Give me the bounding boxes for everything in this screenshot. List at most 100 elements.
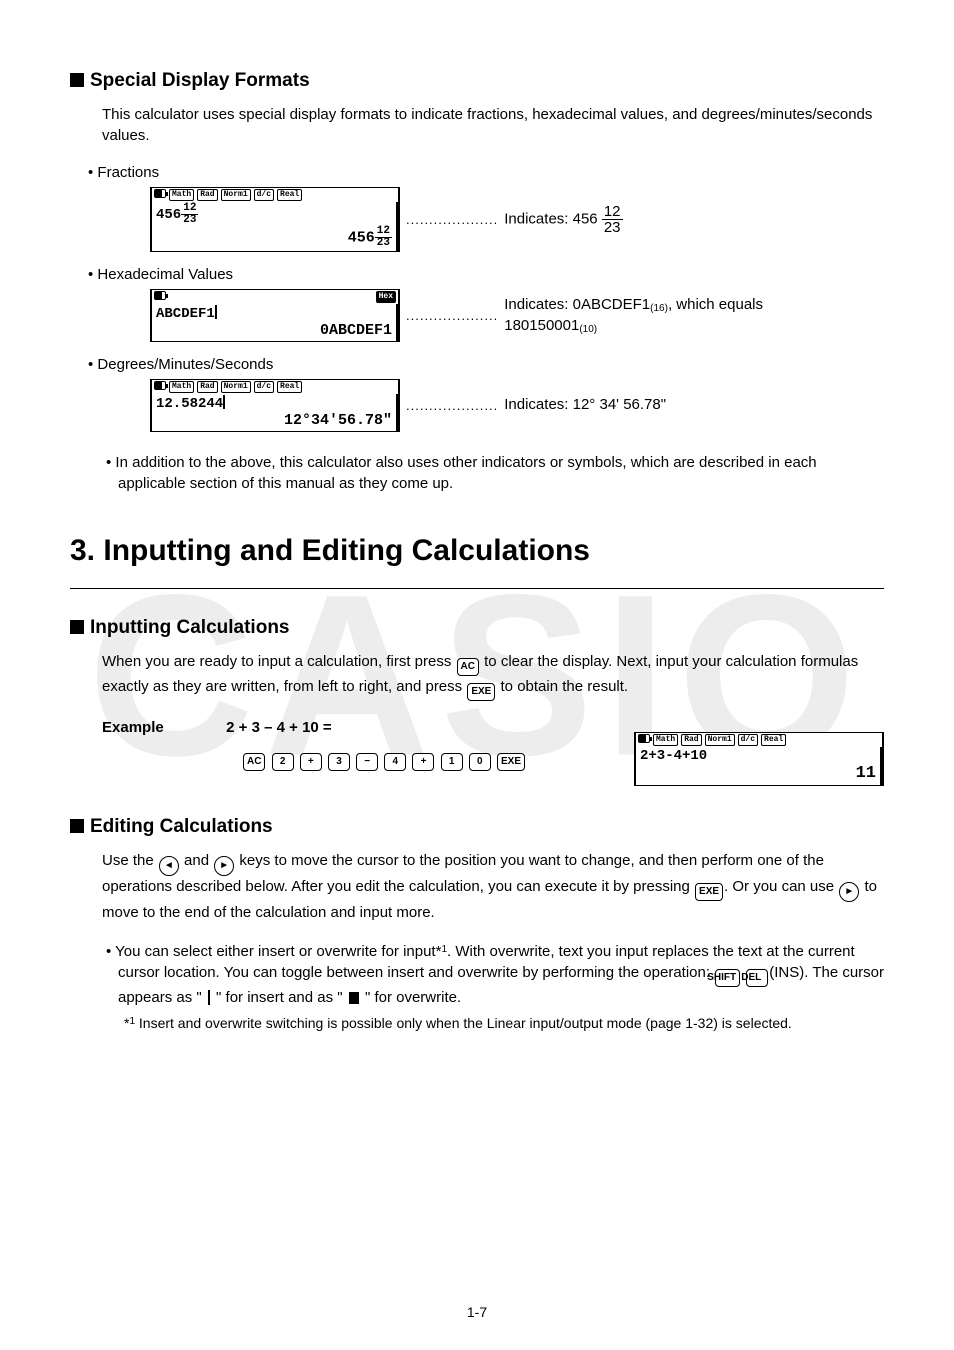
key-right: ►	[839, 882, 859, 902]
calc-output: 0ABCDEF1	[156, 322, 394, 339]
example-expression: 2 + 3 – 4 + 10 =	[226, 719, 332, 736]
key: 3	[328, 753, 350, 771]
bullet-hex: Hexadecimal Values	[88, 266, 884, 283]
key: EXE	[497, 753, 525, 771]
key: AC	[243, 753, 265, 771]
battery-icon	[154, 189, 166, 198]
cursor	[215, 305, 217, 319]
example-label: Example	[102, 719, 222, 736]
leader-dots: ....................	[400, 212, 504, 227]
status-rad: Rad	[197, 381, 217, 393]
square-bullet-icon	[70, 620, 84, 634]
key-exe: EXE	[467, 683, 495, 701]
fraction-desc: Indicates: 456 1223	[504, 204, 884, 235]
bullet-dms: Degrees/Minutes/Seconds	[88, 356, 884, 373]
bullet-fractions: Fractions	[88, 164, 884, 181]
cursor	[223, 395, 225, 409]
calc-screen-example: Math Rad Norm1 d/c Real 2+3-4+10 11	[634, 732, 884, 786]
calc-output: 11	[640, 764, 878, 783]
calc-body: 4561223 4561223	[152, 202, 398, 251]
square-bullet-icon	[70, 73, 84, 87]
inputting-text: When you are ready to input a calculatio…	[102, 651, 884, 701]
key-left: ◄	[159, 856, 179, 876]
status-hex: Hex	[376, 291, 396, 303]
section-inputting: Inputting Calculations	[70, 617, 884, 639]
key: 4	[384, 753, 406, 771]
calc-input: ABCDEF1	[156, 305, 394, 322]
overwrite-cursor-icon	[349, 992, 359, 1004]
key-sequence: AC 2 + 3 − 4 + 1 0 EXE	[102, 748, 594, 771]
status-real: Real	[277, 381, 302, 393]
leader-dots: ....................	[400, 308, 504, 323]
status-dc: d/c	[254, 189, 274, 201]
section-title: Inputting Calculations	[90, 617, 290, 638]
key: 0	[469, 753, 491, 771]
intro-text: This calculator uses special display for…	[102, 104, 884, 146]
key-del: DEL	[746, 969, 768, 987]
calc-input: 12.58244	[156, 395, 394, 412]
status-bar: Math Rad Norm1 d/c Real	[152, 188, 398, 202]
page-content: Special Display Formats This calculator …	[70, 70, 884, 1034]
cursor	[396, 202, 398, 251]
status-rad: Rad	[197, 189, 217, 201]
status-math: Math	[169, 381, 194, 393]
divider	[70, 588, 884, 589]
key: +	[300, 753, 322, 771]
status-dc: d/c	[738, 734, 758, 746]
calc-screen-hex: Hex ABCDEF1 0ABCDEF1	[150, 289, 400, 342]
calc-output: 12°34'56.78"	[156, 412, 394, 429]
insert-overwrite-note: You can select either insert or overwrit…	[106, 941, 884, 1008]
key: 1	[441, 753, 463, 771]
status-bar: Math Rad Norm1 d/c Real	[152, 380, 398, 394]
figure-fractions: Math Rad Norm1 d/c Real 4561223 4561223 …	[150, 187, 884, 252]
section-title: Special Display Formats	[90, 70, 310, 91]
insert-cursor-icon	[208, 990, 210, 1005]
status-norm: Norm1	[221, 381, 251, 393]
figure-dms: Math Rad Norm1 d/c Real 12.58244 12°34'5…	[150, 379, 884, 432]
cursor	[396, 304, 398, 341]
calc-output: 4561223	[156, 226, 394, 249]
status-bar: Math Rad Norm1 d/c Real	[636, 733, 882, 747]
footnote: *1 Insert and overwrite switching is pos…	[124, 1014, 884, 1034]
status-norm: Norm1	[705, 734, 735, 746]
example-detail: AC 2 + 3 − 4 + 1 0 EXE Math Rad Norm1 d/…	[102, 748, 884, 786]
dms-desc: Indicates: 12° 34' 56.78"	[504, 395, 884, 415]
key-ac: AC	[457, 658, 479, 676]
page-number: 1-7	[0, 1304, 954, 1320]
cursor	[396, 394, 398, 431]
status-dc: d/c	[254, 381, 274, 393]
section-editing: Editing Calculations	[70, 816, 884, 838]
additional-note: In addition to the above, this calculato…	[106, 452, 884, 494]
cursor	[880, 747, 882, 785]
key: 2	[272, 753, 294, 771]
status-norm: Norm1	[221, 189, 251, 201]
key-exe: EXE	[695, 883, 723, 901]
status-bar: Hex	[152, 290, 398, 304]
status-math: Math	[169, 189, 194, 201]
figure-hex: Hex ABCDEF1 0ABCDEF1 ...................…	[150, 289, 884, 342]
editing-text: Use the ◄ and ► keys to move the cursor …	[102, 850, 884, 923]
key-shift: SHIFT	[715, 969, 740, 987]
calc-body: 12.58244 12°34'56.78"	[152, 394, 398, 431]
section-special-display: Special Display Formats	[70, 70, 884, 92]
calc-input: 2+3-4+10	[640, 748, 878, 764]
chapter-title: 3. Inputting and Editing Calculations	[70, 534, 884, 568]
calc-screen-fractions: Math Rad Norm1 d/c Real 4561223 4561223	[150, 187, 400, 252]
battery-icon	[638, 734, 650, 743]
battery-icon	[154, 381, 166, 390]
status-math: Math	[653, 734, 678, 746]
battery-icon	[154, 291, 166, 300]
key-right: ►	[214, 856, 234, 876]
key: −	[356, 753, 378, 771]
calc-screen-dms: Math Rad Norm1 d/c Real 12.58244 12°34'5…	[150, 379, 400, 432]
calc-body: ABCDEF1 0ABCDEF1	[152, 304, 398, 341]
status-real: Real	[277, 189, 302, 201]
calc-body: 2+3-4+10 11	[636, 747, 882, 785]
hex-desc: Indicates: 0ABCDEF1(16), which equals 18…	[504, 295, 884, 336]
section-title: Editing Calculations	[90, 816, 273, 837]
status-real: Real	[761, 734, 786, 746]
leader-dots: ....................	[400, 398, 504, 413]
status-rad: Rad	[681, 734, 701, 746]
square-bullet-icon	[70, 819, 84, 833]
calc-input: 4561223	[156, 203, 394, 226]
